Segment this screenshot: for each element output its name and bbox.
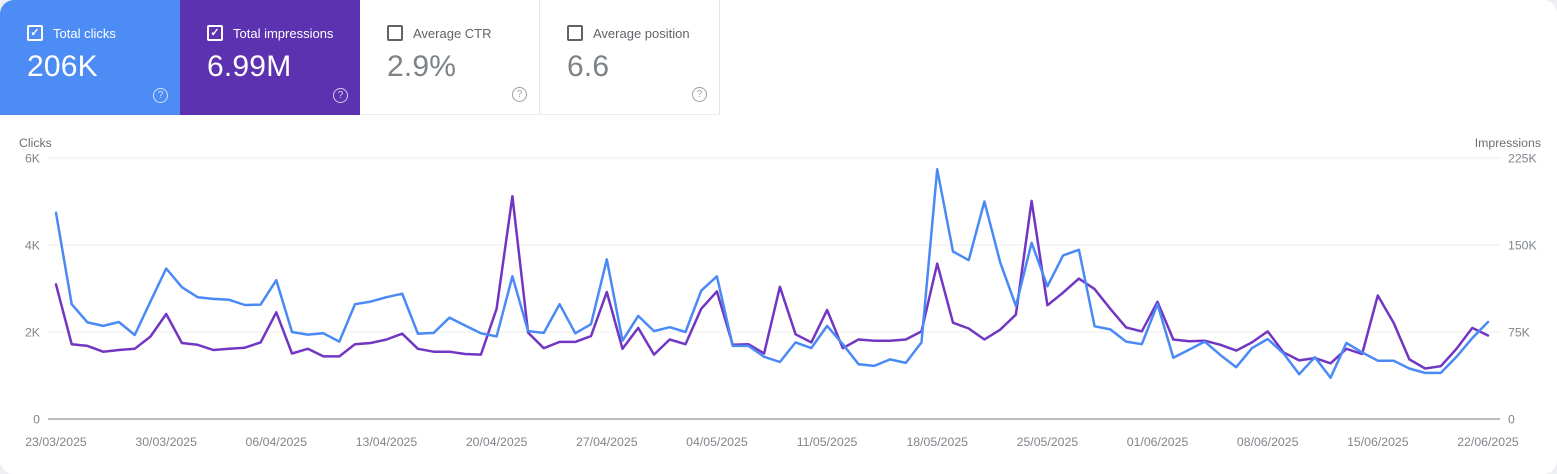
right-axis-tick: 75K [1508,326,1531,340]
metric-cards: ✓ Total clicks 206K ? ✓ Total impression… [0,0,720,115]
metric-card-total-impressions[interactable]: ✓ Total impressions 6.99M ? [180,0,360,115]
x-axis-date-label: 06/04/2025 [246,435,308,449]
total-clicks-value: 206K [27,50,98,83]
x-axis-date-label: 01/06/2025 [1127,435,1189,449]
impressions-line [54,195,1490,370]
left-axis-title: Clicks [19,136,52,150]
right-axis-tick: 225K [1508,152,1538,166]
x-axis-date-label: 04/05/2025 [686,435,748,449]
average-position-value: 6.6 [567,50,610,83]
help-icon[interactable]: ? [512,87,527,102]
total-impressions-label: Total impressions [233,25,334,41]
x-axis-date-label: 23/03/2025 [25,435,87,449]
x-axis-date-label: 22/06/2025 [1457,435,1519,449]
help-icon[interactable]: ? [333,88,348,103]
x-axis-date-label: 20/04/2025 [466,435,528,449]
left-axis-tick: 6K [25,152,41,166]
average-ctr-value: 2.9% [387,50,457,83]
left-axis-tick: 0 [33,413,40,427]
average-ctr-label: Average CTR [413,25,492,41]
left-axis-tick: 2K [25,326,41,340]
x-axis-date-label: 27/04/2025 [576,435,638,449]
clicks-line [54,168,1490,379]
metric-card-average-position[interactable]: Average position 6.6 ? [540,0,720,115]
help-icon[interactable]: ? [153,88,168,103]
x-axis-date-label: 18/05/2025 [906,435,968,449]
metric-card-average-ctr[interactable]: Average CTR 2.9% ? [360,0,540,115]
x-axis-date-label: 15/06/2025 [1347,435,1409,449]
x-axis-date-label: 11/05/2025 [797,435,858,449]
x-axis-date-label: 30/03/2025 [135,435,197,449]
x-axis-date-label: 25/05/2025 [1017,435,1079,449]
right-axis-title: Impressions [1475,136,1541,150]
right-axis-tick: 150K [1508,239,1538,253]
average-ctr-checkbox[interactable] [387,25,403,41]
metric-card-total-clicks[interactable]: ✓ Total clicks 206K ? [0,0,180,115]
average-position-checkbox[interactable] [567,25,583,41]
left-axis-tick: 4K [25,239,41,253]
help-icon[interactable]: ? [692,87,707,102]
x-axis-date-label: 08/06/2025 [1237,435,1299,449]
total-clicks-label: Total clicks [53,25,116,41]
total-impressions-value: 6.99M [207,50,292,83]
x-axis-date-label: 13/04/2025 [356,435,418,449]
right-axis-tick: 0 [1508,413,1515,427]
total-clicks-checkbox[interactable]: ✓ [27,25,43,41]
average-position-label: Average position [593,25,690,41]
total-impressions-checkbox[interactable]: ✓ [207,25,223,41]
